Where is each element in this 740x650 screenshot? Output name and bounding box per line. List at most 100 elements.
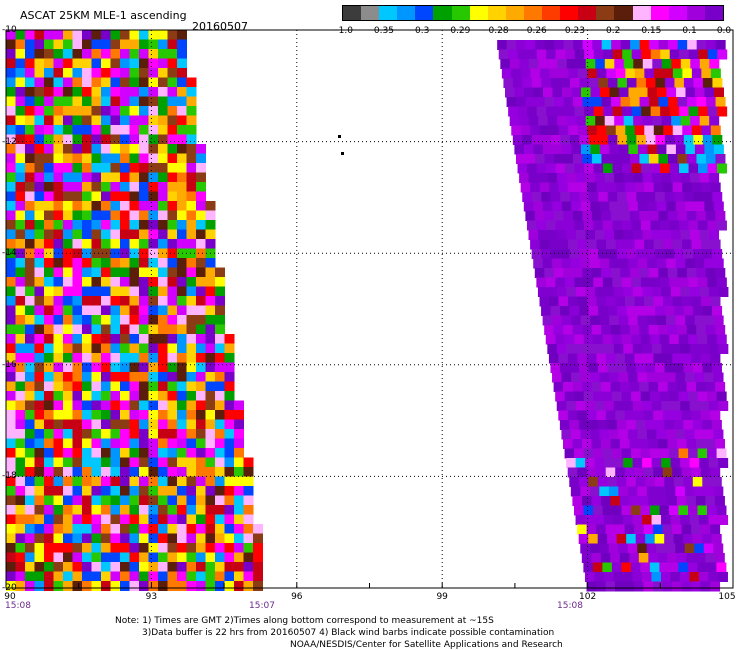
data-cell [110,524,121,534]
data-cell [512,135,523,145]
data-cell [196,324,206,335]
data-cell [706,562,717,573]
data-cell [215,486,225,496]
data-cell [34,134,45,145]
data-cell [177,419,187,430]
data-cell [632,515,643,525]
data-cell [572,382,583,392]
data-cell [177,571,187,582]
data-cell [53,476,64,487]
data-cell [611,505,622,516]
data-cell [517,163,528,174]
data-cell [15,163,26,173]
data-cell [702,249,713,259]
data-cell [25,106,35,116]
data-cell [167,581,178,591]
data-cell [120,201,130,211]
data-cell [110,429,121,439]
data-cell [186,115,197,126]
data-cell [715,382,726,392]
data-cell [661,344,672,354]
data-cell [516,40,527,50]
data-cell [611,97,622,107]
data-cell [167,134,178,145]
data-cell [158,438,168,449]
data-cell [101,229,111,240]
data-cell [196,163,206,173]
data-cell [72,144,83,154]
data-cell [167,514,178,525]
data-cell [626,192,637,202]
data-cell [44,571,54,582]
data-cell [620,382,631,392]
data-cell [53,172,64,183]
data-cell [82,419,92,430]
data-cell [612,448,623,459]
data-cell [717,49,728,60]
data-cell [647,87,658,98]
data-cell [34,543,45,553]
data-cell [620,439,631,449]
data-cell [571,87,582,98]
data-cell [706,505,717,516]
data-cell [167,39,178,50]
data-cell [6,210,16,221]
data-cell [120,134,130,145]
data-cell [658,40,669,50]
data-cell [34,324,45,335]
data-cell [662,581,673,592]
data-cell [718,401,729,411]
data-cell [120,267,130,278]
data-cell [120,229,130,240]
data-cell [91,220,102,230]
data-cell [531,78,542,88]
data-cell [25,581,35,591]
data-cell [177,581,187,591]
data-cell [129,457,140,468]
x-axis-label: 96 [291,592,303,602]
data-cell [713,144,724,155]
data-cell [581,87,592,98]
data-cell [44,96,54,107]
data-cell [626,135,637,145]
data-cell [655,306,666,316]
data-cell [6,30,16,40]
data-cell [575,287,586,297]
data-cell [609,87,620,98]
data-cell [72,505,83,515]
data-cell [53,457,64,468]
data-cell [680,344,691,354]
data-cell [167,362,178,373]
data-cell [120,372,130,382]
data-cell [25,49,35,59]
data-cell [110,153,121,164]
data-cell [120,296,130,306]
data-cell [139,524,149,534]
data-cell [566,59,577,69]
data-cell [120,96,130,107]
data-cell [167,58,178,69]
data-cell [63,514,73,525]
data-cell [711,420,722,430]
data-cell [91,229,102,240]
data-cell [91,571,102,582]
data-cell [72,229,83,240]
data-cell [699,116,710,126]
data-cell [566,230,577,240]
data-cell [704,258,715,269]
data-cell [186,134,197,145]
data-cell [44,191,54,202]
data-cell [599,315,610,326]
data-cell [72,258,83,268]
data-cell [615,467,626,478]
data-cell [25,362,35,373]
data-cell [618,201,629,212]
data-cell [101,77,111,88]
data-cell [34,239,45,249]
data-cell [673,477,684,487]
data-cell [139,39,149,50]
data-cell [120,448,130,458]
data-cell [91,533,102,544]
data-cell [688,163,699,174]
data-cell [705,154,716,164]
